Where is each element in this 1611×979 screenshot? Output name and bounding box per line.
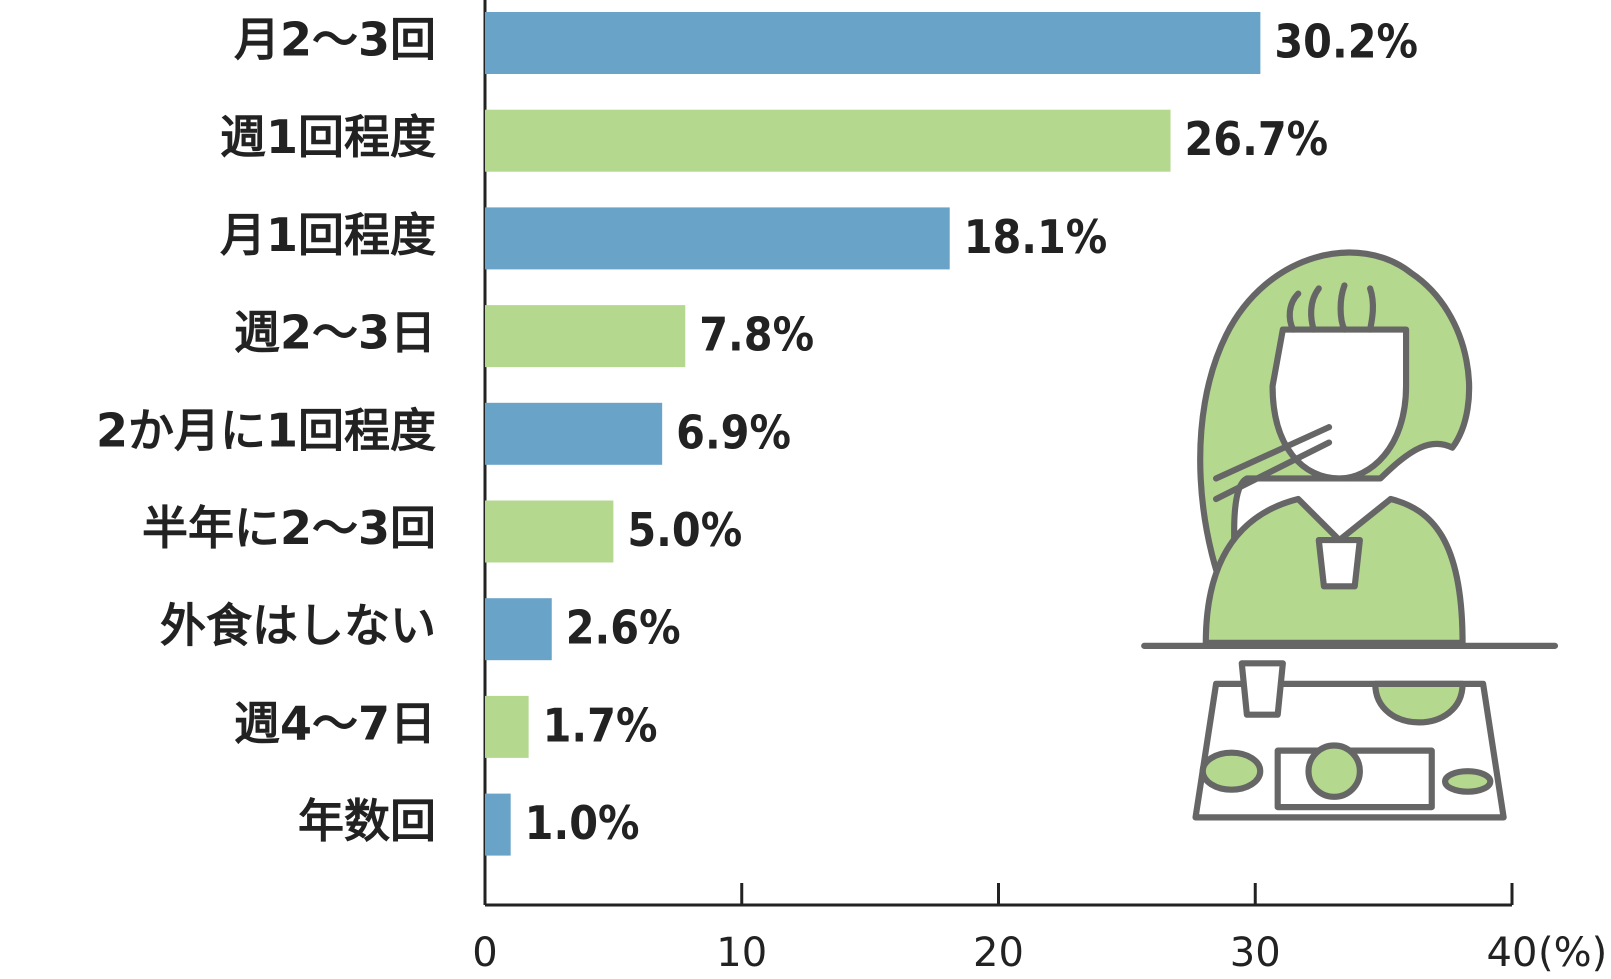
category-label: 月1回程度 [220,208,436,262]
category-label: 週4～7日 [234,696,436,750]
category-label: 外食はしない [160,599,436,653]
bar [485,305,686,368]
value-label: 6.9% [676,405,791,459]
cup [1315,537,1363,590]
dish [1199,749,1264,793]
glass [1238,660,1286,718]
value-label: 18.1% [964,210,1108,264]
bar [485,500,614,563]
category-label: 半年に2～3回 [142,501,436,555]
chopsticks [1212,424,1333,503]
small-dish [1442,768,1494,795]
bar [485,793,511,856]
value-label: 5.0% [627,503,742,557]
value-label: 7.8% [699,308,814,362]
bowl [1372,680,1466,726]
fringe [1286,282,1377,333]
bar [485,598,552,661]
category-label: 年数回 [298,794,436,848]
bar [485,207,950,270]
illustration [1141,249,1559,821]
value-label: 30.2% [1274,15,1418,69]
value-label: 26.7% [1185,112,1329,166]
value-label: 1.7% [543,698,658,752]
bar [485,402,663,465]
bar [485,695,529,758]
bar [485,109,1171,172]
category-label: 週2～3日 [234,306,436,360]
face [1269,326,1410,482]
food [1305,742,1363,800]
category-label: 週1回程度 [220,110,436,164]
x-tick-label: 30 [1230,930,1281,976]
category-label: 月2～3回 [234,13,436,67]
category-label: 2か月に1回程度 [96,403,436,457]
x-tick-label: 0 [472,930,497,976]
x-tick-label: 10 [716,930,767,976]
value-label: 1.0% [525,796,640,850]
x-tick-label: 20 [973,930,1024,976]
x-tick-label: 40 [1487,930,1538,976]
x-axis-label: (%) [1538,930,1607,976]
value-label: 2.6% [566,601,681,655]
bar [485,12,1261,74]
